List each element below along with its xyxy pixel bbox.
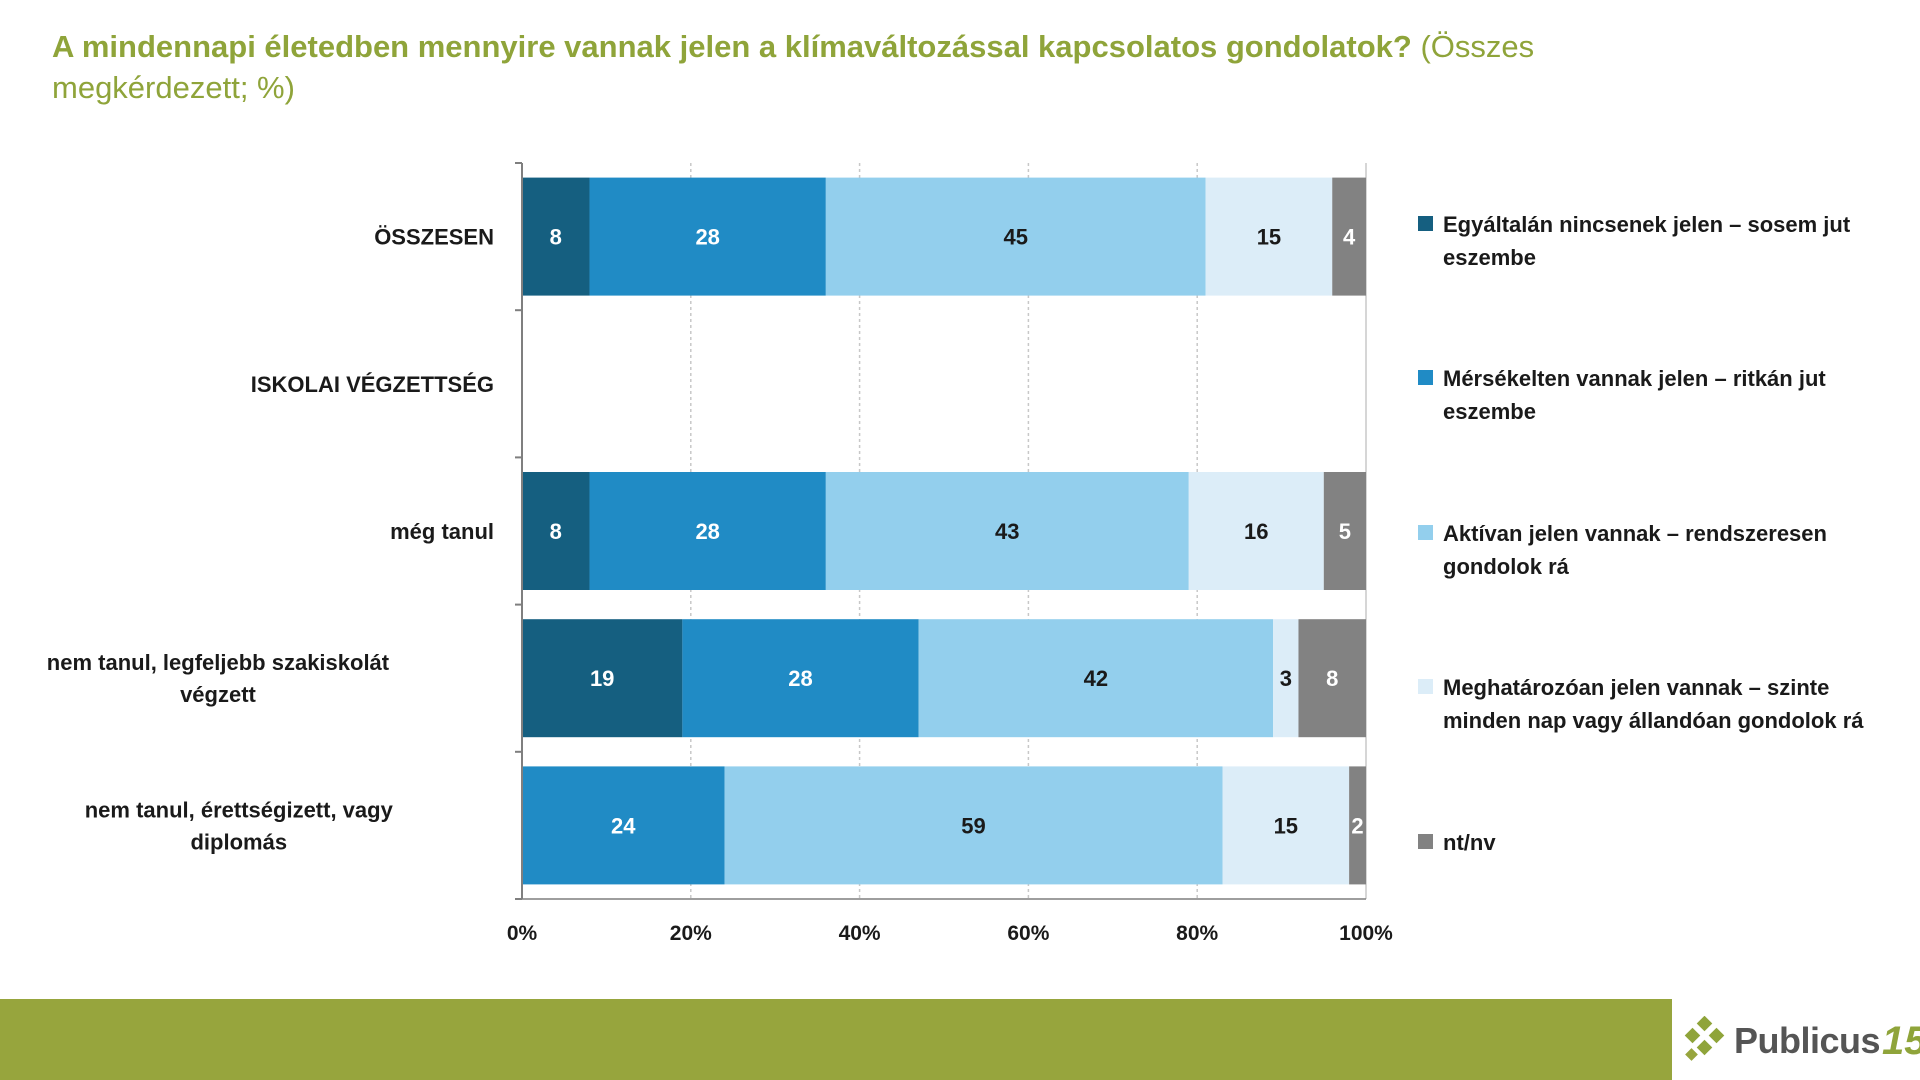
legend-label: Aktívan jelen vannak – rendszeresen gond… — [1443, 521, 1827, 579]
legend-item: Meghatározóan jelen vannak – szinte mind… — [1418, 671, 1888, 737]
legend-swatch — [1418, 834, 1433, 849]
bar-segment — [589, 472, 826, 590]
bar-segment — [1205, 177, 1333, 296]
data-label: 42 — [1084, 666, 1108, 691]
labels: 0% 20% 40% 60% 80% 100% ÖSSZESEN ISKOLAI VÉGZET… — [47, 225, 1393, 945]
bar-segment — [1298, 619, 1366, 738]
bar-segment — [1323, 472, 1366, 590]
data-label: 28 — [695, 225, 719, 250]
data-label: 4 — [1343, 225, 1356, 250]
legend-swatch — [1418, 216, 1433, 231]
bar-segment — [1273, 619, 1299, 738]
legend-item: Aktívan jelen vannak – rendszeresen gond… — [1418, 517, 1888, 583]
stacked-bar-chart: 0% 20% 40% 60% 80% 100% ÖSSZESEN ISKOLAI VÉGZET… — [47, 162, 1393, 945]
legend-swatch — [1418, 370, 1433, 385]
data-label: 8 — [1326, 666, 1338, 691]
x-tick-label: 100% — [1339, 922, 1393, 945]
legend-swatch — [1418, 525, 1433, 540]
data-label: 8 — [550, 225, 562, 250]
legend-label: nt/nv — [1443, 830, 1496, 855]
category-label: nem tanul, legfeljebb szakiskolát végzett — [47, 650, 390, 707]
x-tick-label: 0% — [507, 922, 538, 945]
axes — [515, 162, 1366, 900]
data-label: 59 — [961, 813, 985, 838]
data-label: 24 — [611, 813, 636, 838]
chart-title: A mindennapi életedben mennyire vannak j… — [52, 26, 1692, 108]
data-label: 2 — [1351, 813, 1363, 838]
diamond-logo-icon — [1684, 1016, 1725, 1061]
publicus-logo: Publicus 15 — [1682, 1016, 1920, 1066]
bar-segment — [724, 766, 1223, 885]
bar-segment — [918, 619, 1274, 738]
logo-number: 15 — [1882, 1018, 1920, 1063]
data-label: 15 — [1257, 225, 1281, 250]
legend-item: Mérsékelten vannak jelen – ritkán jut es… — [1418, 362, 1888, 428]
bar-segment — [589, 177, 826, 296]
category-label: még tanul — [390, 519, 494, 544]
footer-bar — [0, 999, 1672, 1080]
title-subtitle: (Összes megkérdezett; %) — [52, 29, 1535, 105]
data-label: 28 — [695, 519, 719, 544]
bar-segment — [522, 472, 590, 590]
bar-segment — [1188, 472, 1324, 590]
bar-segment — [1332, 177, 1366, 296]
x-tick-label: 60% — [1007, 922, 1049, 945]
bar-segment — [682, 619, 919, 738]
logo-text: Publicus — [1734, 1020, 1881, 1061]
x-tick-label: 40% — [839, 922, 881, 945]
bar-segment — [522, 177, 590, 296]
data-label: 15 — [1274, 813, 1298, 838]
bar-segment — [1349, 766, 1366, 885]
data-label: 3 — [1280, 666, 1292, 691]
data-label: 45 — [1003, 225, 1027, 250]
legend-item: Egyáltalán nincsenek jelen – sosem jut e… — [1418, 208, 1888, 274]
data-label: 8 — [550, 519, 562, 544]
x-tick-label: 20% — [670, 922, 712, 945]
bar-segment — [1222, 766, 1350, 885]
category-label: ISKOLAI VÉGZETTSÉG — [251, 372, 494, 397]
legend-item: nt/nv — [1418, 826, 1888, 859]
category-label: ÖSSZESEN — [374, 225, 494, 250]
bar-segment — [522, 766, 725, 885]
x-tick-label: 80% — [1176, 922, 1218, 945]
bar-segment — [825, 472, 1189, 590]
bar-segment — [522, 619, 683, 738]
data-label: 19 — [590, 666, 614, 691]
category-label: nem tanul, érettségizett, vagy diplomás — [85, 797, 394, 854]
legend-label: Mérsékelten vannak jelen – ritkán jut es… — [1443, 366, 1826, 424]
data-label: 16 — [1244, 519, 1268, 544]
data-label: 28 — [788, 666, 812, 691]
data-label: 5 — [1339, 519, 1351, 544]
legend-label: Egyáltalán nincsenek jelen – sosem jut e… — [1443, 212, 1851, 270]
legend-label: Meghatározóan jelen vannak – szinte mind… — [1443, 675, 1864, 733]
data-label: 43 — [995, 519, 1019, 544]
legend-swatch — [1418, 679, 1433, 694]
bars — [522, 177, 1366, 885]
bar-segment — [825, 177, 1206, 296]
title-question: A mindennapi életedben mennyire vannak j… — [52, 29, 1412, 64]
